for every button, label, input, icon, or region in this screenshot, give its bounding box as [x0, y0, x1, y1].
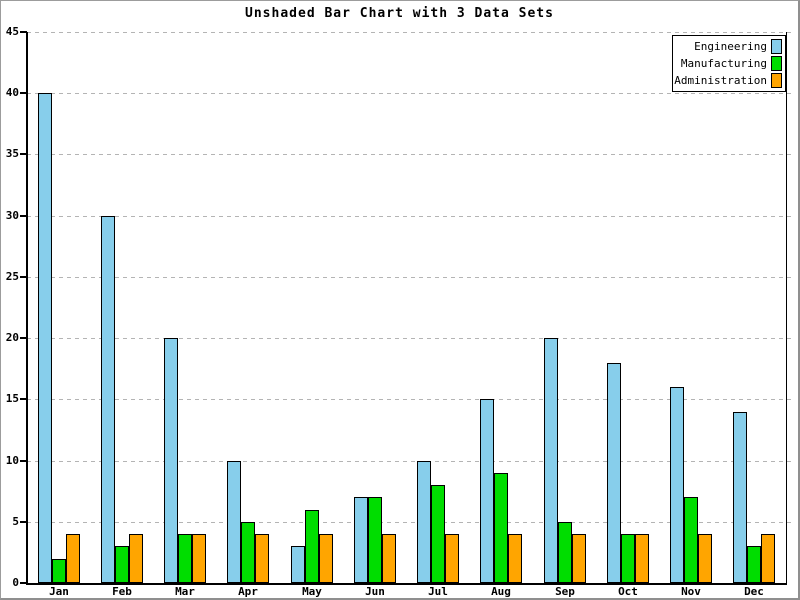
y-axis-tick-25 — [20, 276, 27, 278]
bar-engineering-mar — [164, 338, 178, 583]
bar-administration-jan — [66, 534, 80, 583]
x-axis-label-feb: Feb — [112, 585, 132, 598]
legend-label-administration: Administration — [674, 74, 767, 87]
x-axis-label-sep: Sep — [555, 585, 575, 598]
legend-swatch-administration — [771, 73, 782, 88]
x-axis-label-dec: Dec — [744, 585, 764, 598]
bar-engineering-nov — [670, 387, 684, 583]
y-axis-tick-45 — [20, 31, 27, 33]
bar-engineering-jul — [417, 461, 431, 583]
y-axis-label-30: 30 — [5, 209, 19, 222]
y-axis-label-35: 35 — [5, 147, 19, 160]
bar-engineering-sep — [544, 338, 558, 583]
bar-manufacturing-sep — [558, 522, 572, 583]
bar-administration-aug — [508, 534, 522, 583]
legend: Engineering Manufacturing Administration — [672, 35, 786, 92]
bar-engineering-apr — [227, 461, 241, 583]
y-axis-label-40: 40 — [5, 86, 19, 99]
bar-manufacturing-jun — [368, 497, 382, 583]
legend-item-engineering: Engineering — [676, 38, 782, 55]
gridline-40 — [27, 93, 791, 94]
legend-swatch-engineering — [771, 39, 782, 54]
legend-label-engineering: Engineering — [694, 40, 767, 53]
x-axis-label-jul: Jul — [428, 585, 448, 598]
y-axis-tick-40 — [20, 92, 27, 94]
bar-manufacturing-nov — [684, 497, 698, 583]
y-axis-label-20: 20 — [5, 331, 19, 344]
gridline-10 — [27, 461, 791, 462]
bar-engineering-oct — [607, 363, 621, 583]
y-axis-label-25: 25 — [5, 270, 19, 283]
bar-administration-jun — [382, 534, 396, 583]
bar-administration-mar — [192, 534, 206, 583]
legend-item-manufacturing: Manufacturing — [676, 55, 782, 72]
y-axis-label-0: 0 — [12, 576, 19, 589]
bar-engineering-dec — [733, 412, 747, 583]
bar-manufacturing-may — [305, 510, 319, 583]
x-axis-label-oct: Oct — [618, 585, 638, 598]
y-axis-label-10: 10 — [5, 454, 19, 467]
y-axis-tick-20 — [20, 337, 27, 339]
bar-engineering-may — [291, 546, 305, 583]
x-axis-label-apr: Apr — [238, 585, 258, 598]
y-axis-tick-15 — [20, 398, 27, 400]
x-axis-label-may: May — [302, 585, 322, 598]
bar-administration-may — [319, 534, 333, 583]
y-axis-tick-10 — [20, 460, 27, 462]
bar-manufacturing-feb — [115, 546, 129, 583]
y-axis-tick-0 — [20, 582, 27, 584]
bar-administration-jul — [445, 534, 459, 583]
y-axis-line — [26, 32, 28, 585]
gridline-35 — [27, 154, 791, 155]
bar-engineering-jan — [38, 93, 52, 583]
bar-administration-apr — [255, 534, 269, 583]
x-axis-label-mar: Mar — [175, 585, 195, 598]
bar-administration-sep — [572, 534, 586, 583]
chart-title: Unshaded Bar Chart with 3 Data Sets — [245, 6, 554, 21]
bar-administration-dec — [761, 534, 775, 583]
x-axis-label-jan: Jan — [49, 585, 69, 598]
y-axis-label-5: 5 — [12, 515, 19, 528]
bar-administration-feb — [129, 534, 143, 583]
gridline-15 — [27, 399, 791, 400]
legend-swatch-manufacturing — [771, 56, 782, 71]
bar-manufacturing-aug — [494, 473, 508, 583]
plot-right-border — [786, 32, 787, 583]
bar-engineering-aug — [480, 399, 494, 583]
y-axis-tick-30 — [20, 215, 27, 217]
y-axis-label-45: 45 — [5, 25, 19, 38]
bar-engineering-feb — [101, 216, 115, 583]
bar-engineering-jun — [354, 497, 368, 583]
bar-administration-oct — [635, 534, 649, 583]
x-axis-label-nov: Nov — [681, 585, 701, 598]
gridline-20 — [27, 338, 791, 339]
bar-manufacturing-dec — [747, 546, 761, 583]
legend-item-administration: Administration — [674, 72, 782, 89]
x-axis-label-aug: Aug — [491, 585, 511, 598]
gridline-30 — [27, 216, 791, 217]
y-axis-tick-5 — [20, 521, 27, 523]
bar-manufacturing-apr — [241, 522, 255, 583]
gridline-5 — [27, 522, 791, 523]
y-axis-label-15: 15 — [5, 392, 19, 405]
gridline-45 — [27, 32, 791, 33]
y-axis-tick-35 — [20, 153, 27, 155]
bar-administration-nov — [698, 534, 712, 583]
legend-label-manufacturing: Manufacturing — [680, 57, 767, 70]
bar-manufacturing-jan — [52, 559, 66, 583]
bar-manufacturing-oct — [621, 534, 635, 583]
bar-manufacturing-mar — [178, 534, 192, 583]
x-axis-line — [26, 583, 787, 585]
bar-manufacturing-jul — [431, 485, 445, 583]
x-axis-label-jun: Jun — [365, 585, 385, 598]
gridline-25 — [27, 277, 791, 278]
